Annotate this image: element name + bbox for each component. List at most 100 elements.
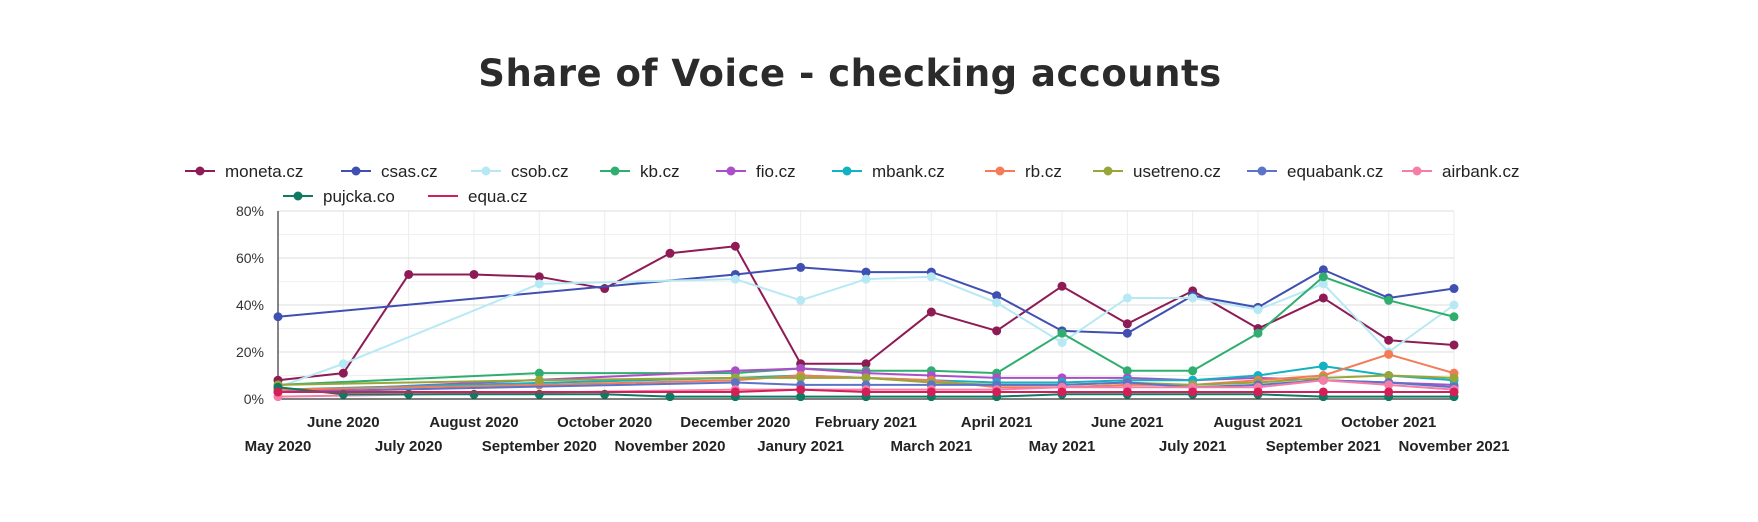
- legend-item[interactable]: mbank.cz: [832, 162, 945, 181]
- legend-item[interactable]: equa.cz: [428, 187, 528, 206]
- data-point: [730, 274, 740, 284]
- data-point: [1318, 361, 1328, 371]
- data-point: [1057, 281, 1067, 291]
- data-point: [1449, 312, 1459, 322]
- data-point: [665, 392, 675, 402]
- legend-swatch-dot: [610, 166, 620, 176]
- x-tick-label: September 2021: [1266, 438, 1381, 455]
- data-point: [404, 269, 414, 279]
- data-point: [1122, 319, 1132, 329]
- data-point: [1449, 387, 1459, 397]
- data-point: [926, 307, 936, 317]
- legend-item[interactable]: moneta.cz: [185, 162, 303, 181]
- legend-swatch-dot: [842, 166, 852, 176]
- data-point: [1122, 387, 1132, 397]
- data-point: [1253, 305, 1263, 315]
- data-point: [1449, 373, 1459, 383]
- x-tick-label: July 2020: [375, 438, 443, 455]
- data-point: [1318, 293, 1328, 303]
- y-tick-label: 80%: [236, 203, 264, 219]
- x-tick-label: November 2020: [615, 438, 726, 455]
- x-tick-label: April 2021: [961, 414, 1033, 431]
- x-tick-label: October 2021: [1341, 414, 1436, 431]
- data-point: [1188, 366, 1198, 376]
- legend-label: csob.cz: [511, 162, 569, 181]
- legend-item[interactable]: csas.cz: [341, 162, 438, 181]
- data-point: [1057, 328, 1067, 338]
- y-tick-labels: 0% 20% 40% 60% 80%: [236, 203, 264, 407]
- legend-item[interactable]: pujcka.co: [283, 187, 395, 206]
- x-tick-label: September 2020: [482, 438, 597, 455]
- data-point: [861, 387, 871, 397]
- data-point: [534, 272, 544, 282]
- x-tick-labels: May 2020 June 2020 July 2020 August 2020 Sep…: [245, 414, 1510, 455]
- data-point: [796, 392, 806, 402]
- x-tick-label: May 2020: [245, 438, 312, 455]
- legend-item[interactable]: csob.cz: [471, 162, 569, 181]
- x-tick-label: June 2021: [1091, 414, 1164, 431]
- x-tick-label: June 2020: [307, 414, 380, 431]
- data-point: [1384, 371, 1394, 380]
- data-point: [861, 267, 871, 277]
- data-point: [1318, 279, 1328, 289]
- legend-item[interactable]: kb.cz: [600, 162, 680, 181]
- x-tick-label: Janury 2021: [757, 438, 844, 455]
- chart-title: Share of Voice - checking accounts: [478, 52, 1222, 95]
- data-point: [1318, 265, 1328, 275]
- legend-label: moneta.cz: [225, 162, 303, 181]
- data-point: [730, 378, 740, 388]
- data-point: [338, 359, 348, 369]
- data-point: [1188, 293, 1198, 303]
- legend-item[interactable]: airbank.cz: [1402, 162, 1519, 181]
- x-tick-label: October 2020: [557, 414, 652, 431]
- legend-label: usetreno.cz: [1133, 162, 1221, 181]
- data-point: [926, 272, 936, 282]
- data-point: [992, 298, 1002, 308]
- data-point: [861, 274, 871, 284]
- data-point: [273, 387, 283, 397]
- x-tick-label: December 2020: [680, 414, 790, 431]
- data-point: [1057, 387, 1067, 397]
- legend-swatch-dot: [995, 166, 1005, 176]
- data-point: [1057, 338, 1067, 348]
- x-tick-label: July 2021: [1159, 438, 1227, 455]
- data-point: [992, 387, 1002, 397]
- x-tick-label: November 2021: [1399, 438, 1510, 455]
- legend-item[interactable]: rb.cz: [985, 162, 1062, 181]
- data-point: [273, 312, 283, 322]
- legend-swatch-dot: [1412, 166, 1422, 176]
- data-point: [1384, 295, 1394, 305]
- data-point: [1384, 387, 1394, 397]
- x-tick-label: August 2021: [1213, 414, 1302, 431]
- data-point: [1253, 387, 1263, 397]
- data-point: [730, 387, 740, 397]
- legend-label: fio.cz: [756, 162, 796, 181]
- legend-item[interactable]: equabank.cz: [1247, 162, 1383, 181]
- legend-label: csas.cz: [381, 162, 438, 181]
- data-point: [534, 375, 544, 385]
- series-line: [277, 353, 1455, 391]
- data-point: [1253, 328, 1263, 338]
- series-group: [273, 241, 1459, 402]
- legend-item[interactable]: usetreno.cz: [1093, 162, 1221, 181]
- x-tick-label: February 2021: [815, 414, 917, 431]
- data-point: [1318, 272, 1328, 282]
- y-tick-label: 40%: [236, 297, 264, 313]
- series-csob-cz: [273, 272, 1459, 392]
- legend-swatch-dot: [351, 166, 361, 176]
- x-tick-label: May 2021: [1029, 438, 1096, 455]
- legend-label: equa.cz: [468, 187, 528, 206]
- legend-swatch-dot: [726, 166, 736, 176]
- data-point: [796, 385, 806, 395]
- data-point: [1318, 387, 1328, 397]
- data-point: [730, 241, 740, 251]
- data-point: [1122, 366, 1132, 376]
- legend-swatch-dot: [1103, 166, 1113, 176]
- data-point: [1122, 328, 1132, 338]
- data-point: [796, 363, 806, 373]
- data-point: [1318, 375, 1328, 385]
- data-point: [926, 387, 936, 397]
- data-point: [1188, 387, 1198, 397]
- legend-item[interactable]: fio.cz: [716, 162, 796, 181]
